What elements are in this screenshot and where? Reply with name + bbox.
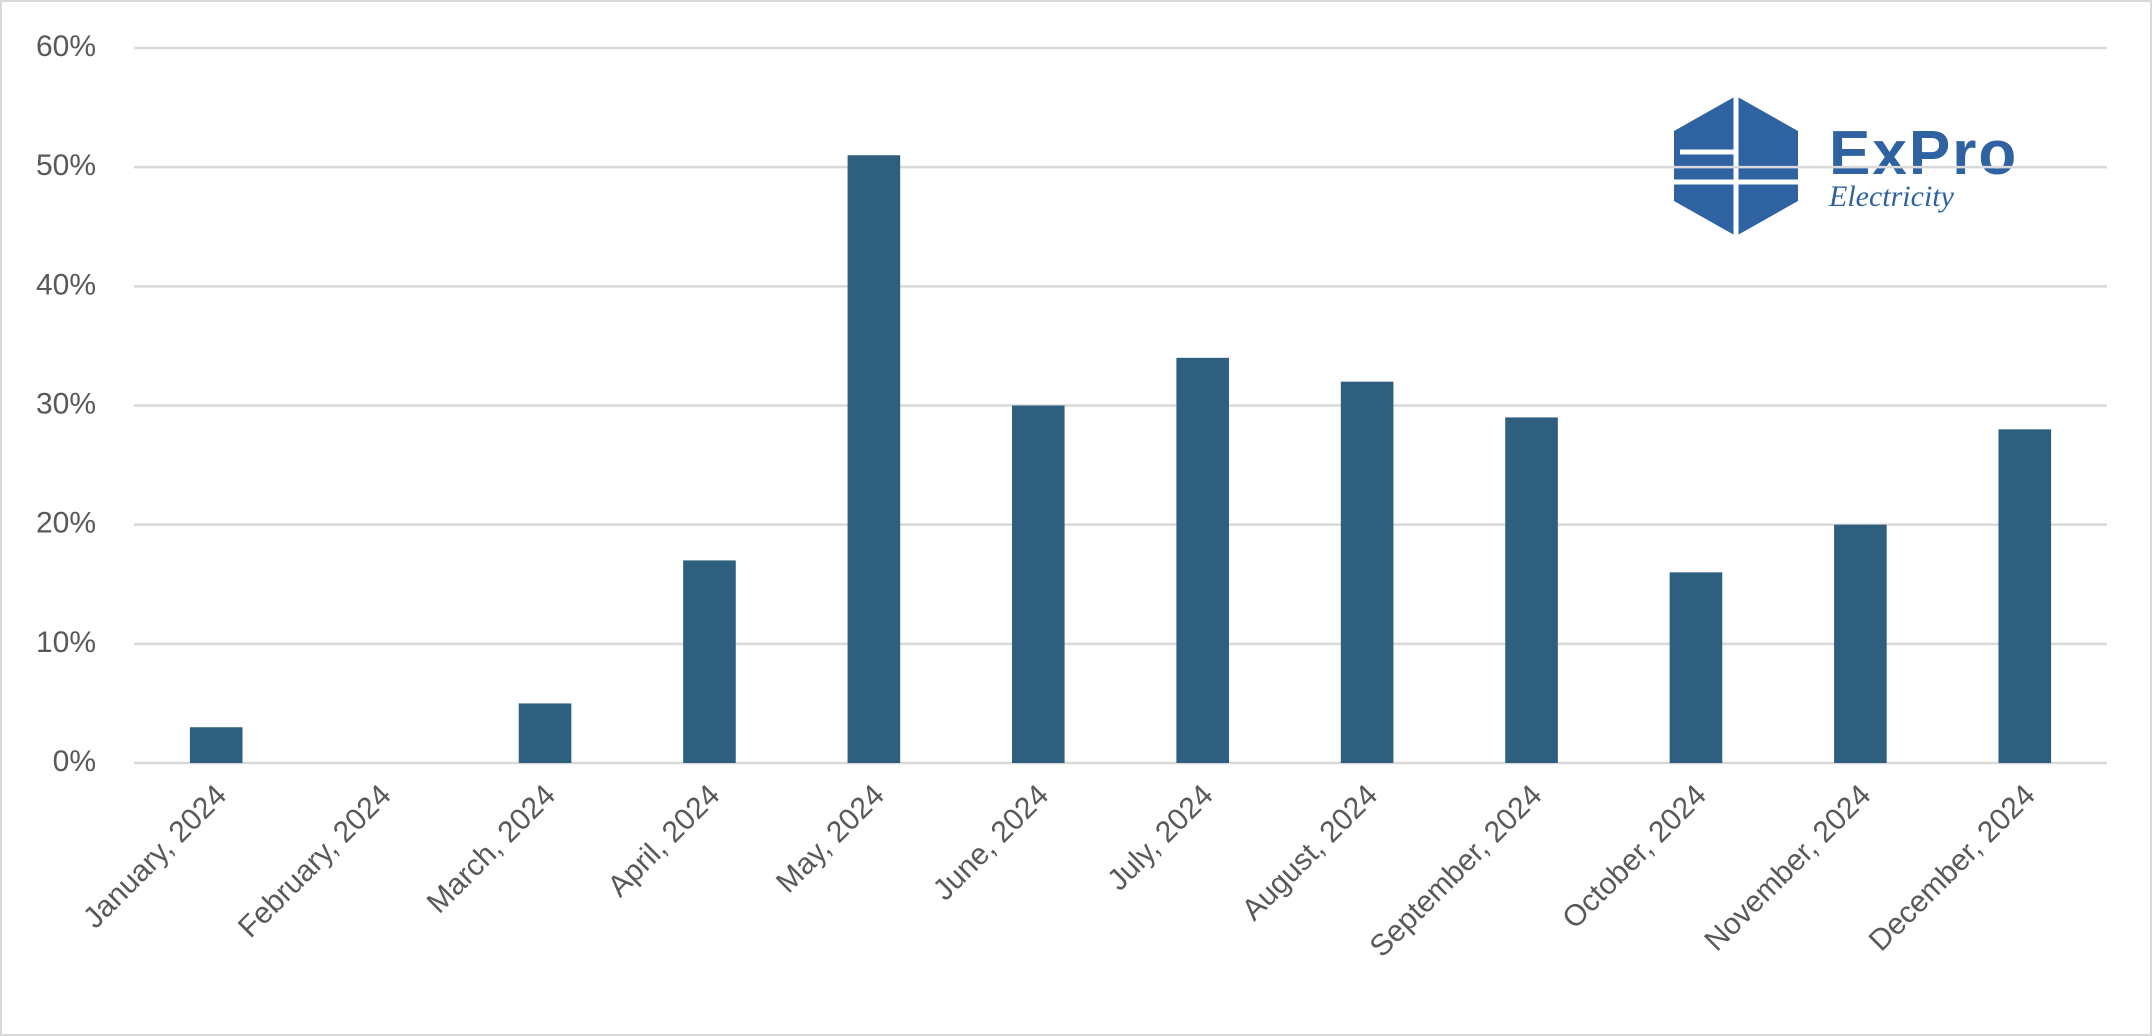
y-tick-label: 0% xyxy=(53,745,96,778)
logo-tagline: Electricity xyxy=(1828,180,1955,213)
bar xyxy=(1834,524,1887,763)
logo-name: ExPro xyxy=(1829,119,2018,188)
y-tick-label: 50% xyxy=(36,149,96,182)
bar xyxy=(1998,429,2052,763)
bar xyxy=(518,703,572,763)
bar xyxy=(1340,381,1394,763)
bar xyxy=(1669,572,1723,763)
bar xyxy=(1176,357,1230,763)
bar xyxy=(1505,417,1558,763)
y-tick-label: 20% xyxy=(36,507,96,540)
bar xyxy=(1011,405,1065,763)
bar xyxy=(847,155,901,763)
y-tick-label: 10% xyxy=(36,626,96,659)
y-tick-label: 30% xyxy=(36,387,96,420)
bar xyxy=(683,560,736,763)
y-tick-label: 40% xyxy=(36,268,96,301)
bar xyxy=(189,727,243,763)
y-tick-label: 60% xyxy=(36,30,96,63)
